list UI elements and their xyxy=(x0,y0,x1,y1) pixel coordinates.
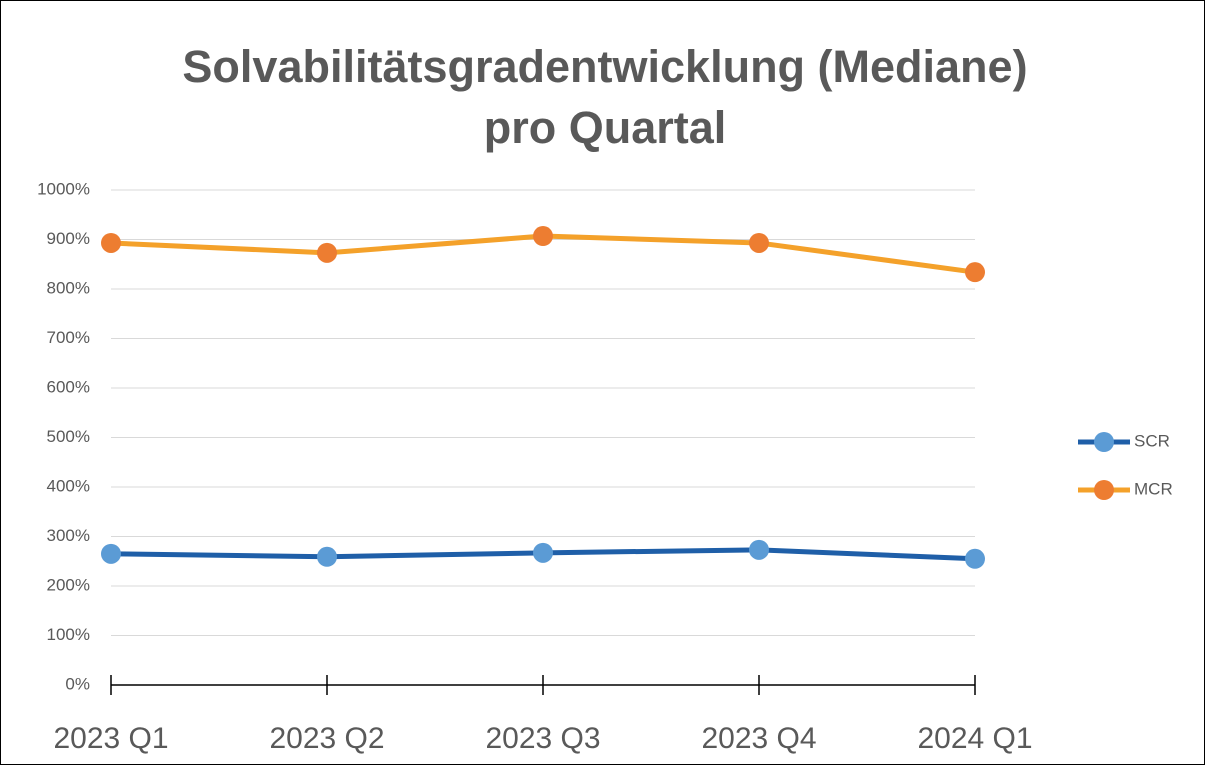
legend-label: SCR xyxy=(1134,431,1170,450)
y-tick-label: 200% xyxy=(47,575,90,594)
y-tick-label: 300% xyxy=(47,526,90,545)
y-tick-label: 1000% xyxy=(37,179,90,198)
legend-marker xyxy=(1094,432,1114,452)
y-tick-label: 600% xyxy=(47,377,90,396)
legend-marker xyxy=(1094,480,1114,500)
y-tick-label: 700% xyxy=(47,328,90,347)
y-tick-label: 800% xyxy=(47,278,90,297)
point xyxy=(317,242,337,263)
point xyxy=(749,539,769,560)
point xyxy=(101,232,121,253)
x-tick-label: 2023 Q1 xyxy=(53,722,168,755)
point xyxy=(101,543,121,564)
y-tick-label: 500% xyxy=(47,427,90,446)
chart-title: Solvabilitätsgradentwicklung (Mediane) xyxy=(182,41,1027,92)
legend-label: MCR xyxy=(1134,479,1173,498)
point xyxy=(317,546,337,567)
point xyxy=(749,232,769,253)
point xyxy=(965,548,985,569)
point xyxy=(965,262,985,283)
point xyxy=(533,542,553,563)
y-tick-label: 100% xyxy=(47,625,90,644)
x-tick-label: 2023 Q3 xyxy=(485,722,600,755)
x-tick-label: 2024 Q1 xyxy=(917,722,1032,755)
chart-title: pro Quartal xyxy=(484,102,727,153)
x-tick-label: 2023 Q4 xyxy=(701,722,816,755)
y-tick-label: 400% xyxy=(47,476,90,495)
y-tick-label: 900% xyxy=(47,229,90,248)
point xyxy=(533,226,553,247)
y-tick-label: 0% xyxy=(65,674,90,693)
x-tick-label: 2023 Q2 xyxy=(269,722,384,755)
